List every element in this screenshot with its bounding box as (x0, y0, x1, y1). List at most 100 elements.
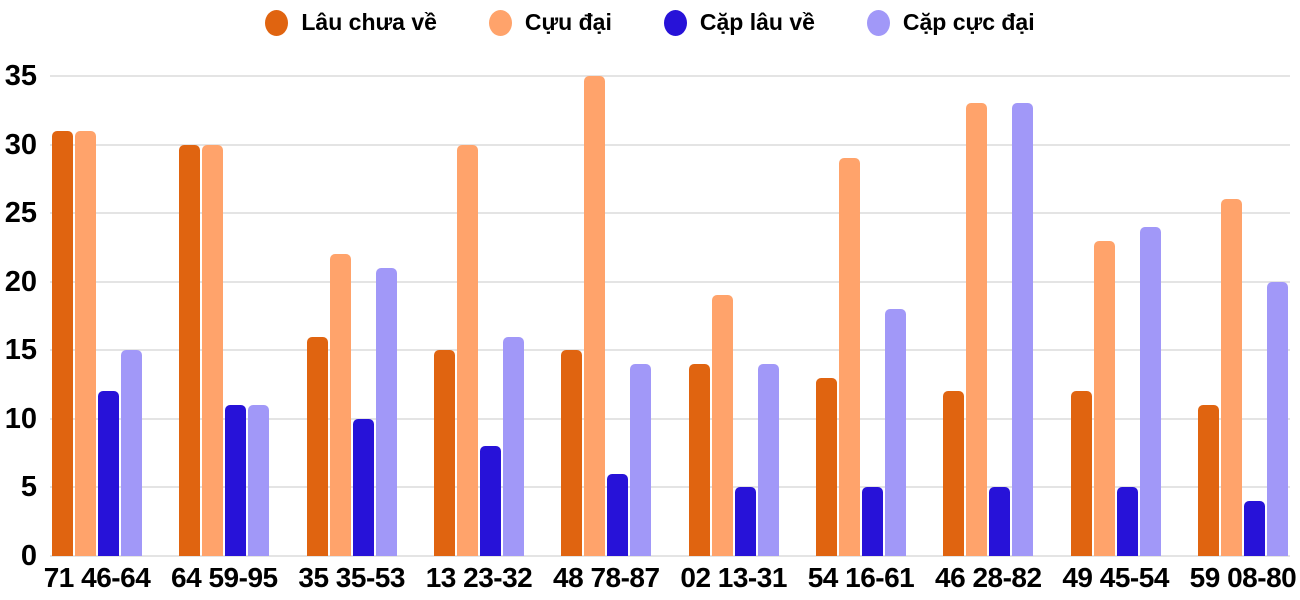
y-axis-tick-label: 25 (4, 197, 37, 230)
bar-group (688, 76, 779, 556)
y-axis-tick-label: 0 (20, 540, 37, 572)
y-axis-tick-label: 10 (4, 402, 37, 435)
x-axis-tick-label: 02 13-31 (680, 562, 787, 593)
x-axis-category: 71 46-64 (44, 560, 151, 596)
y-axis-tick-label: 30 (4, 128, 37, 161)
gridline (50, 212, 1290, 215)
y-axis: 0 5 10 15 20 25 30 35 (0, 60, 37, 572)
x-axis-category: 02 13-31 (680, 560, 787, 596)
bar (1220, 199, 1242, 556)
x-axis-tick-label: 35 35-53 (298, 562, 405, 593)
legend-item: Cặp lâu về (663, 9, 815, 36)
bar (75, 130, 96, 556)
bar (433, 350, 455, 556)
bar (98, 391, 119, 556)
legend-swatch-icon (488, 9, 512, 36)
bar-group (306, 76, 397, 556)
gridline (50, 280, 1290, 283)
bar (202, 144, 224, 556)
x-axis-tick-label: 48 78-87 (553, 562, 660, 593)
bar (1197, 405, 1219, 556)
bar-group (815, 76, 906, 556)
bars-row (50, 76, 1290, 556)
bar (815, 377, 837, 556)
bar (352, 418, 374, 556)
bar (1139, 226, 1161, 556)
bar (479, 446, 501, 556)
bar (225, 405, 247, 556)
x-axis-category: 59 08-80 (1190, 560, 1297, 596)
bar (861, 487, 883, 556)
bar (838, 158, 860, 556)
chart-legend: Lâu chưa về Cựu đại Cặp lâu về Cặp cực đại (0, 9, 1300, 36)
gridline (50, 143, 1290, 146)
bar (561, 350, 583, 556)
y-axis-tick-label: 5 (20, 471, 37, 504)
gridline (50, 349, 1290, 352)
bar (734, 487, 756, 556)
bar (375, 268, 397, 556)
bar-group (179, 76, 270, 556)
x-axis-tick-label: 49 45-54 (1062, 562, 1169, 593)
bar (584, 76, 606, 556)
bar-group (561, 76, 652, 556)
gridline (50, 555, 1290, 557)
bar (884, 309, 906, 556)
plot-area (50, 75, 1290, 557)
x-axis-tick-label: 13 23-32 (425, 562, 533, 593)
bar (248, 405, 270, 556)
gridline (50, 486, 1290, 489)
bar (121, 350, 142, 556)
bar (757, 364, 779, 556)
bar (179, 144, 201, 556)
bar-group (433, 76, 524, 556)
x-axis-category: 54 16-61 (808, 560, 915, 596)
bar-group (1197, 76, 1288, 556)
y-axis-tick-label: 15 (4, 334, 37, 367)
y-axis-tick-label: 35 (4, 60, 37, 92)
bar (688, 364, 710, 556)
bar (1070, 391, 1092, 556)
bar (52, 130, 73, 556)
bar-group (943, 76, 1034, 556)
legend-swatch-icon (866, 9, 890, 36)
legend-label: Lâu chưa về (301, 9, 437, 35)
bar (989, 487, 1011, 556)
bar (943, 391, 965, 556)
x-axis-tick-label: 59 08-80 (1189, 562, 1297, 593)
bar (630, 364, 652, 556)
x-axis-category: 48 78-87 (553, 560, 660, 596)
legend-swatch-icon (265, 9, 289, 36)
y-axis-tick-label: 20 (4, 265, 37, 298)
x-axis-category: 46 28-82 (935, 560, 1042, 596)
gridline (50, 75, 1290, 77)
bar (966, 103, 988, 556)
x-axis-category: 35 35-53 (298, 560, 405, 596)
legend-label: Cựu đại (524, 9, 612, 35)
bar-group (52, 76, 142, 556)
bar (329, 254, 351, 556)
x-axis-category: 64 59-95 (171, 560, 278, 596)
legend-swatch-icon (663, 9, 687, 36)
legend-item: Cựu đại (488, 9, 612, 36)
bar (607, 473, 629, 556)
bar (711, 295, 733, 556)
bar (1243, 501, 1265, 556)
bar (502, 336, 524, 556)
bar (1012, 103, 1034, 556)
bar (1266, 281, 1288, 556)
bar (1093, 240, 1115, 556)
legend-label: Cặp lâu về (699, 9, 815, 35)
bar (1116, 487, 1138, 556)
x-axis: 71 46-64 64 59-95 35 35-53 13 23-32 48 78-87… (44, 560, 1297, 596)
bar-group (1070, 76, 1161, 556)
x-axis-category: 13 23-32 (426, 560, 533, 596)
gridline (50, 417, 1290, 420)
x-axis-category: 49 45-54 (1062, 560, 1169, 596)
x-axis-tick-label: 46 28-82 (935, 562, 1042, 593)
x-axis-tick-label: 54 16-61 (807, 562, 915, 593)
legend-item: Lâu chưa về (265, 9, 437, 36)
legend-item: Cặp cực đại (866, 9, 1035, 36)
bar (306, 336, 328, 556)
